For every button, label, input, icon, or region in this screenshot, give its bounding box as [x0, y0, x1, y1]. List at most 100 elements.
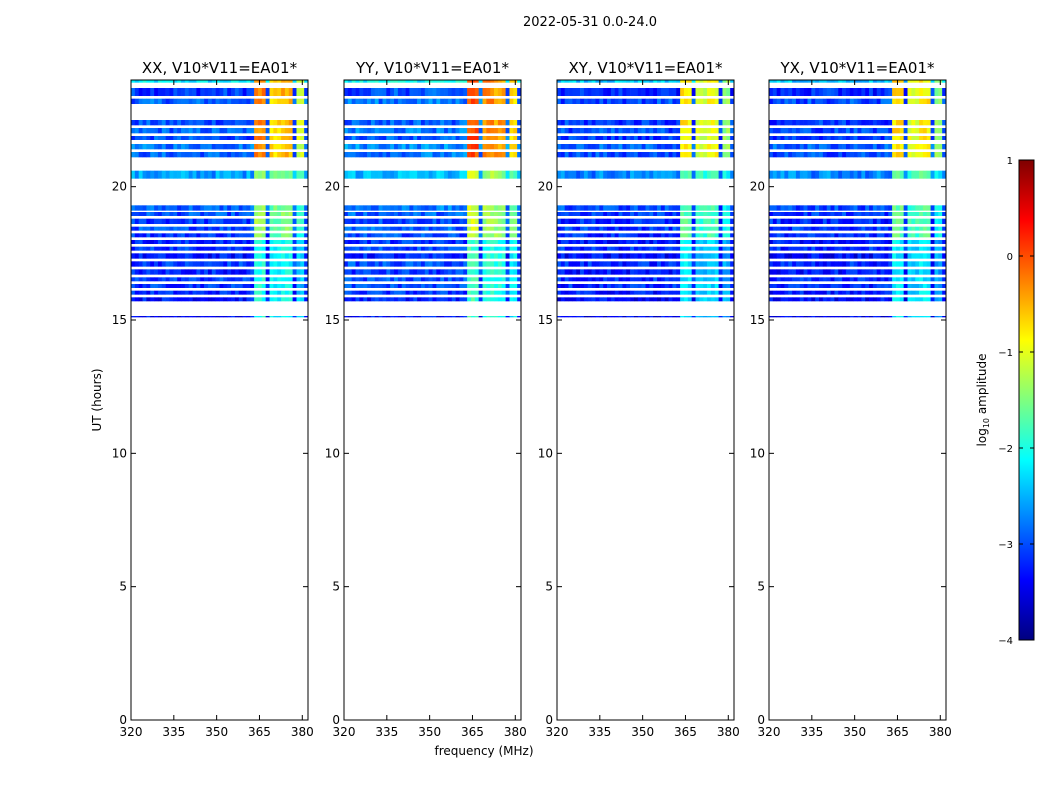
heatmap-cell: [486, 120, 491, 126]
heatmap-cell: [560, 269, 565, 275]
heatmap-cell: [680, 218, 685, 224]
heatmap-cell: [687, 98, 692, 104]
heatmap-cell: [250, 88, 255, 96]
heatmap-cell: [478, 246, 483, 251]
heatmap-cell: [664, 218, 669, 224]
heatmap-cell: [284, 316, 290, 318]
heatmap-cell: [142, 128, 147, 134]
heatmap-cell: [815, 152, 820, 158]
heatmap-cell: [587, 136, 592, 140]
heatmap-cell: [630, 212, 635, 216]
heatmap-cell: [822, 212, 828, 216]
heatmap-cell: [234, 269, 240, 275]
heatmap-cell: [807, 253, 812, 259]
heatmap-cell: [409, 297, 414, 302]
heatmap-cell: [626, 80, 631, 83]
heatmap-cell: [699, 290, 704, 295]
heatmap-cell: [231, 233, 236, 238]
heatmap-cell: [474, 128, 479, 134]
heatmap-cell: [680, 269, 685, 275]
heatmap-cell: [903, 144, 908, 150]
heatmap-cell: [359, 218, 364, 224]
heatmap-cell: [668, 233, 673, 238]
heatmap-cell: [807, 240, 812, 244]
heatmap-cell: [922, 297, 928, 302]
heatmap-cell: [915, 98, 920, 104]
heatmap-cell: [695, 269, 700, 275]
heatmap-cells: [344, 80, 522, 318]
heatmap-cell: [390, 240, 395, 244]
heatmap-cell: [830, 284, 835, 288]
heatmap-cell: [490, 240, 495, 244]
y-tick-label: 5: [545, 580, 553, 594]
heatmap-cell: [819, 88, 824, 96]
heatmap-cell: [250, 170, 255, 179]
heatmap-cell: [386, 290, 391, 295]
heatmap-cell: [300, 240, 305, 244]
heatmap-cell: [922, 80, 928, 83]
heatmap-cell: [838, 246, 843, 251]
heatmap-cell: [497, 316, 503, 318]
heatmap-cell: [599, 128, 604, 134]
heatmap-cell: [367, 136, 372, 140]
heatmap-cell: [803, 152, 808, 158]
heatmap-cell: [653, 253, 658, 259]
heatmap-cell: [610, 80, 616, 83]
heatmap-cell: [296, 261, 301, 267]
heatmap-cell: [284, 144, 290, 150]
heatmap-cell: [161, 297, 166, 302]
heatmap-cell: [142, 233, 147, 238]
heatmap-cell: [455, 98, 460, 104]
heatmap-cell: [284, 218, 290, 224]
heatmap-cell: [432, 80, 437, 83]
heatmap-cell: [254, 233, 259, 238]
heatmap-cell: [710, 144, 716, 150]
heatmap-cell: [184, 240, 190, 244]
heatmap-cell: [583, 261, 589, 267]
heatmap-cell: [200, 80, 205, 83]
heatmap-cell: [934, 240, 939, 244]
heatmap-cell: [296, 240, 301, 244]
heatmap-cell: [261, 269, 266, 275]
heatmap-cell: [664, 277, 669, 282]
heatmap-cell: [444, 290, 449, 295]
heatmap-cell: [568, 253, 573, 259]
heatmap-cell: [413, 277, 418, 282]
heatmap-cell: [799, 80, 804, 83]
heatmap-cell: [930, 290, 935, 295]
heatmap-cell: [513, 98, 518, 104]
heatmap-cell: [795, 120, 801, 126]
heatmap-cell: [568, 240, 573, 244]
heatmap-cell: [772, 120, 777, 126]
heatmap-cell: [288, 261, 293, 267]
heatmap-cell: [572, 144, 577, 150]
heatmap-cell: [474, 261, 479, 267]
heatmap-cell: [238, 170, 243, 179]
heatmap-cell: [420, 246, 426, 251]
heatmap-cell: [196, 269, 201, 275]
heatmap-cell: [505, 144, 510, 150]
heatmap-cell: [355, 88, 360, 96]
heatmap-cell: [204, 144, 209, 150]
heatmap-cell: [486, 80, 491, 83]
heatmap-cell: [595, 253, 600, 259]
heatmap-cell: [769, 226, 774, 231]
heatmap-cell: [892, 253, 897, 259]
heatmap-cell: [557, 277, 562, 282]
heatmap-cell: [803, 233, 808, 238]
heatmap-cell: [227, 170, 232, 179]
heatmap-cell: [568, 277, 573, 282]
heatmap-cell: [610, 170, 616, 179]
heatmap-cell: [557, 297, 562, 302]
heatmap-cell: [242, 253, 247, 259]
heatmap-cell: [803, 297, 808, 302]
heatmap-cell: [459, 80, 464, 83]
heatmap-cell: [726, 316, 731, 318]
heatmap-cell: [865, 253, 870, 259]
heatmap-cell: [397, 277, 403, 282]
heatmap-cell: [420, 233, 426, 238]
heatmap-cell: [595, 170, 600, 179]
heatmap-cell: [942, 98, 947, 104]
heatmap-cell: [572, 205, 577, 211]
heatmap-cell: [664, 80, 669, 83]
